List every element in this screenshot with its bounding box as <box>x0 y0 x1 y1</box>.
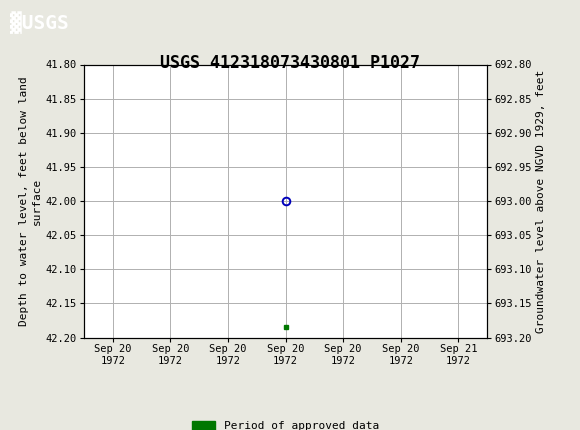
Text: USGS 412318073430801 P1027: USGS 412318073430801 P1027 <box>160 54 420 72</box>
Y-axis label: Depth to water level, feet below land
surface: Depth to water level, feet below land su… <box>19 76 42 326</box>
Y-axis label: Groundwater level above NGVD 1929, feet: Groundwater level above NGVD 1929, feet <box>536 69 546 333</box>
Text: ▓USGS: ▓USGS <box>10 11 69 34</box>
Legend: Period of approved data: Period of approved data <box>188 416 383 430</box>
